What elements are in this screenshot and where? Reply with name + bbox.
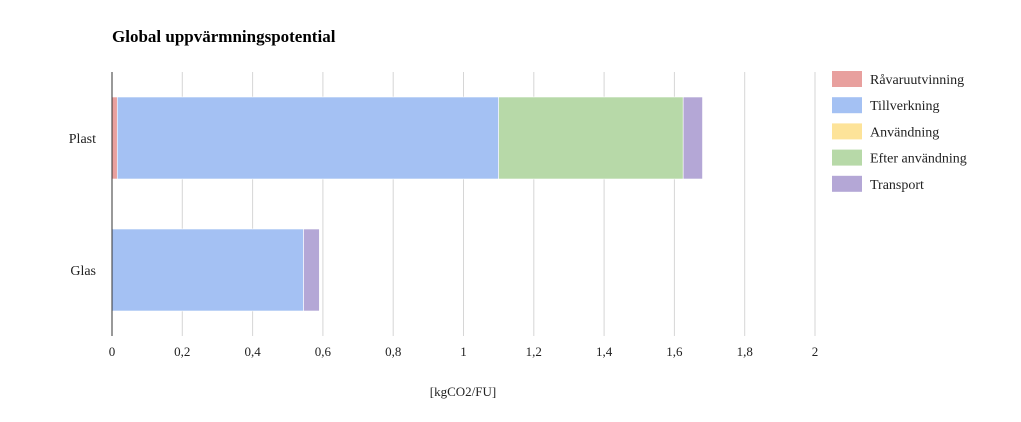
legend-swatch <box>832 97 862 114</box>
x-tick-labels: 0 0,2 0,4 0,6 0,8 1 1,2 1,4 1,6 1,8 2 <box>109 344 819 359</box>
legend-swatch <box>832 149 862 166</box>
legend-label: Tillverkning <box>870 99 940 114</box>
legend: Råvaruutvinning Tillverkning Användning Eft… <box>832 71 967 193</box>
legend-swatch <box>832 123 862 140</box>
x-axis-label: [kgCO2/FU] <box>430 384 496 399</box>
bar-segment-plast-0 <box>111 96 118 180</box>
category-label: Plast <box>69 132 96 147</box>
x-tick-label: 0,2 <box>174 344 190 359</box>
x-tick-label: 0,6 <box>315 344 332 359</box>
x-tick-label: 1 <box>460 344 467 359</box>
x-tick-label: 1,6 <box>666 344 683 359</box>
x-tick-label: 0,4 <box>244 344 261 359</box>
x-tick-label: 0 <box>109 344 116 359</box>
category-labels: Plast Glas <box>69 132 96 279</box>
x-tick-label: 1,4 <box>596 344 613 359</box>
category-label: Glas <box>70 264 96 279</box>
x-tick-label: 0,8 <box>385 344 401 359</box>
legend-label: Råvaruutvinning <box>870 73 964 88</box>
bar-segment-glas-4 <box>303 228 320 312</box>
legend-label: Användning <box>870 125 939 140</box>
bar-segment-plast-3 <box>498 96 684 180</box>
x-tick-label: 2 <box>812 344 819 359</box>
chart-title: Global uppvärmningspotential <box>112 27 336 46</box>
bar-segment-glas-1 <box>111 228 304 312</box>
bar-segment-plast-1 <box>116 96 499 180</box>
bar-segment-plast-4 <box>682 96 703 180</box>
bars <box>111 96 703 312</box>
x-tick-label: 1,8 <box>737 344 753 359</box>
legend-swatch <box>832 175 862 192</box>
legend-swatch <box>832 71 862 87</box>
legend-label: Transport <box>870 178 924 193</box>
x-tick-label: 1,2 <box>526 344 542 359</box>
legend-label: Efter användning <box>870 152 967 167</box>
